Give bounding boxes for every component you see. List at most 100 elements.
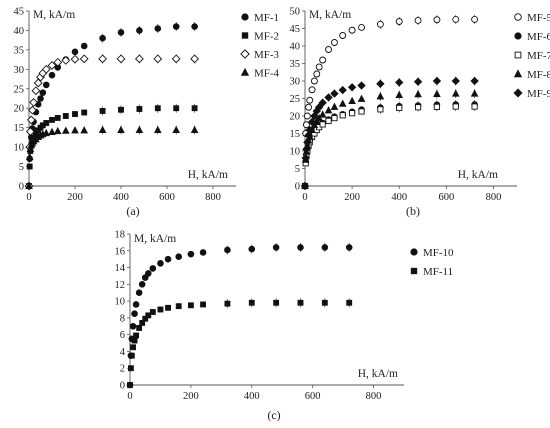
data-point [154, 125, 162, 133]
data-point [433, 89, 441, 97]
data-point [273, 299, 280, 306]
data-point [433, 16, 441, 24]
data-point [313, 70, 321, 78]
data-point [324, 93, 333, 102]
data-point [452, 103, 459, 110]
x-axis-label: H, kA/m [358, 368, 398, 380]
data-point [135, 289, 143, 297]
data-point [173, 105, 180, 112]
y-tick-label: 0 [295, 182, 300, 193]
x-tick-label: 600 [159, 192, 175, 203]
data-point [29, 98, 38, 107]
data-point [297, 299, 304, 306]
x-tick-label: 200 [183, 391, 199, 402]
data-point [43, 120, 50, 126]
x-tick-label: 400 [391, 192, 407, 203]
y-tick-label: 10 [115, 297, 126, 308]
data-point [395, 78, 404, 87]
data-point [53, 57, 63, 67]
data-point [248, 299, 255, 306]
data-point [42, 128, 51, 137]
y-tick-label: 45 [290, 24, 301, 35]
data-point [25, 181, 33, 189]
series-MF-7 [301, 102, 478, 190]
data-point [357, 94, 366, 102]
data-point [395, 90, 404, 98]
data-point [26, 163, 33, 170]
y-tick-label: 0 [120, 381, 125, 392]
y-tick-label: 45 [14, 7, 25, 18]
data-point [145, 312, 152, 319]
data-point [81, 109, 88, 116]
data-point [414, 17, 422, 24]
legend-marker [241, 32, 249, 39]
y-tick-label: 4 [120, 347, 126, 358]
legend-label: MF-8 [527, 69, 550, 81]
y-tick-label: 5 [19, 162, 24, 173]
data-point [301, 153, 310, 163]
y-tick-label: 0 [19, 182, 24, 193]
y-tick-label: 40 [14, 26, 25, 37]
y-tick-label: 6 [120, 330, 125, 341]
data-point [25, 152, 34, 160]
data-point [325, 46, 333, 53]
legend-marker [514, 51, 522, 59]
data-point [47, 61, 57, 70]
x-tick-label: 800 [366, 391, 382, 402]
data-point [187, 302, 194, 309]
y-tick-label: 8 [120, 313, 125, 324]
y-tick-label: 20 [14, 104, 25, 115]
data-point [190, 54, 199, 64]
data-point [191, 105, 198, 112]
data-point [330, 102, 339, 110]
data-point [224, 300, 231, 307]
y-tick-label: 14 [115, 263, 126, 274]
data-point [433, 103, 440, 110]
data-point [26, 144, 35, 153]
data-point [308, 86, 316, 94]
data-point [305, 125, 314, 135]
data-point [61, 56, 71, 65]
y-tick-label: 10 [14, 143, 25, 154]
y-tick-label: 2 [120, 364, 125, 375]
y-tick-label: 40 [290, 42, 301, 53]
legend-marker [410, 248, 418, 256]
data-point [348, 96, 356, 104]
legend-marker [514, 13, 522, 21]
data-point [62, 113, 69, 119]
data-point [310, 77, 318, 85]
y-tick-label: 25 [14, 84, 25, 95]
data-point [79, 54, 89, 64]
data-point [70, 54, 80, 64]
series-MF-2 [26, 103, 198, 189]
data-point [471, 15, 479, 23]
x-axis-label: H, kA/m [188, 169, 228, 181]
data-point [139, 319, 146, 326]
x-tick-label: 0 [127, 391, 132, 402]
data-point [153, 54, 163, 64]
y-axis-label: M, kA/m [134, 233, 176, 245]
y-tick-label: 30 [290, 77, 301, 88]
data-point [41, 64, 51, 74]
data-point [138, 281, 146, 288]
data-point [395, 18, 403, 25]
y-tick-label: 25 [290, 94, 301, 105]
y-axis-label: M, kA/m [33, 9, 75, 21]
legend-marker [410, 267, 418, 275]
data-point [318, 98, 327, 107]
data-point [199, 249, 207, 256]
data-point [172, 125, 180, 133]
data-point [306, 96, 314, 104]
data-point [396, 104, 403, 112]
data-point [358, 108, 365, 115]
data-point [80, 126, 88, 134]
legend-label: MF-5 [527, 12, 550, 24]
y-tick-label: 15 [14, 123, 25, 134]
y-tick-label: 18 [115, 230, 126, 241]
data-point [376, 20, 384, 28]
data-point [48, 71, 56, 79]
legend-label: MF-7 [527, 50, 550, 62]
data-point [338, 85, 347, 95]
x-tick-label: 800 [486, 192, 502, 203]
